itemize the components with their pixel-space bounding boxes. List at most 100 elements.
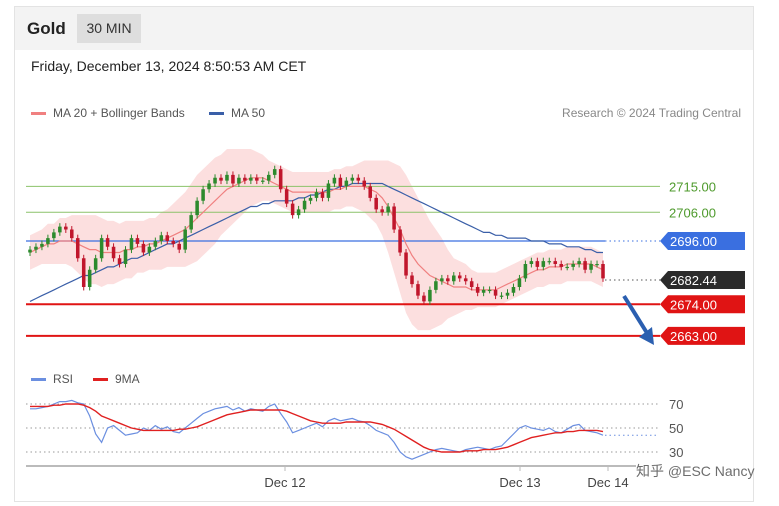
candle-body <box>189 215 193 230</box>
candle-body <box>153 241 158 247</box>
rsi-tick-50: 50 <box>669 421 683 436</box>
candle-body <box>517 278 522 287</box>
level-tag-2674.00 <box>660 295 745 314</box>
candle-body <box>392 206 396 230</box>
candle-body <box>249 177 253 181</box>
candle-body <box>219 177 223 181</box>
candle-body <box>404 252 408 276</box>
candle-body <box>356 177 361 181</box>
candle-body <box>284 189 289 204</box>
legend-9ma-label: 9MA <box>115 372 140 386</box>
candle-body <box>296 209 301 216</box>
candle-body <box>117 258 122 264</box>
candle-body <box>565 266 569 269</box>
candle-body <box>505 292 510 296</box>
candle-body <box>428 289 432 302</box>
candle-body <box>302 200 307 210</box>
level-tag-2696.00 <box>660 232 745 250</box>
legend-ma20-label: MA 20 + Bollinger Bands <box>53 106 185 120</box>
header-bar: Gold 30 MIN <box>15 7 753 50</box>
candle-body <box>64 226 68 230</box>
candle-body <box>135 238 140 244</box>
candle-body <box>183 229 187 250</box>
candle-body <box>469 281 474 287</box>
level-label-2682.44: 2682.44 <box>670 273 717 288</box>
candle-body <box>159 235 164 241</box>
candle-body <box>380 209 384 213</box>
candle-body <box>70 229 74 239</box>
candle-body <box>266 174 271 181</box>
candle-body <box>314 192 319 198</box>
candle-body <box>368 186 372 198</box>
candle-body <box>213 177 217 184</box>
candle-body <box>272 169 277 175</box>
candle-body <box>535 261 540 267</box>
x-tick-label-Dec-14: Dec 14 <box>587 475 628 490</box>
legend-9ma: 9MA <box>93 372 140 386</box>
legend-ma50-label: MA 50 <box>231 106 266 120</box>
timeframe-button[interactable]: 30 MIN <box>77 14 141 43</box>
candle-body <box>81 258 86 287</box>
level-label-2663.00: 2663.00 <box>670 329 717 344</box>
candle-body <box>177 243 181 250</box>
candle-body <box>589 264 593 270</box>
candle-body <box>320 192 325 198</box>
ma20-swatch <box>31 111 46 115</box>
candle-body <box>541 261 546 267</box>
candle-body <box>440 278 444 282</box>
candle-body <box>338 177 343 187</box>
candle-body <box>481 289 486 293</box>
candle-body <box>344 180 349 187</box>
candle-body <box>463 278 468 282</box>
level-label-2696.00: 2696.00 <box>670 234 717 249</box>
candle-body <box>255 177 259 181</box>
legend-rsi-label: RSI <box>53 372 74 386</box>
candle-body <box>434 281 438 290</box>
candle-body <box>165 235 170 241</box>
level-tag-2682.44 <box>660 270 745 289</box>
candle-body <box>171 241 176 244</box>
candle-body <box>374 197 378 210</box>
watermark-text: 知乎 @ESC Nancy <box>636 463 755 479</box>
timestamp: Friday, December 13, 2024 8:50:53 AM CET <box>31 58 307 74</box>
candle-body <box>34 246 38 250</box>
candle-body <box>457 275 462 279</box>
candle-body <box>571 264 575 267</box>
candle-body <box>46 238 50 244</box>
candle-body <box>201 189 205 201</box>
candle-body <box>111 246 116 259</box>
candle-body <box>493 289 498 296</box>
candle-body <box>40 243 44 247</box>
candle-body <box>105 238 110 247</box>
candle-body <box>577 261 581 264</box>
candle-body <box>147 246 152 253</box>
level-tag-2663.00 <box>660 326 745 345</box>
candle-body <box>475 287 480 293</box>
candle-body <box>398 229 402 253</box>
bollinger-band <box>30 149 603 331</box>
candle-body <box>99 238 104 259</box>
rsi-line <box>30 399 604 460</box>
candle-body <box>52 232 56 239</box>
candle-body <box>595 264 599 266</box>
candle-body <box>583 261 587 270</box>
ma9-swatch <box>93 377 108 381</box>
candle-body <box>243 177 247 181</box>
candle-body <box>416 284 420 296</box>
candle-body <box>278 169 283 190</box>
candle-body <box>308 197 313 201</box>
candle-body <box>195 200 199 216</box>
candle-body <box>422 295 426 302</box>
candle-body <box>332 177 337 184</box>
candle-body <box>326 183 331 198</box>
legend-ma20: MA 20 + Bollinger Bands <box>31 106 185 120</box>
rsi-tick-70: 70 <box>669 397 683 412</box>
candle-body <box>237 177 241 184</box>
candle-body <box>523 264 528 279</box>
level-label-2715.00: 2715.00 <box>669 179 716 194</box>
x-tick-label-Dec-12: Dec 12 <box>264 475 305 490</box>
candle-body <box>93 258 98 270</box>
candle-body <box>547 261 552 263</box>
rsi-tick-30: 30 <box>669 445 683 460</box>
